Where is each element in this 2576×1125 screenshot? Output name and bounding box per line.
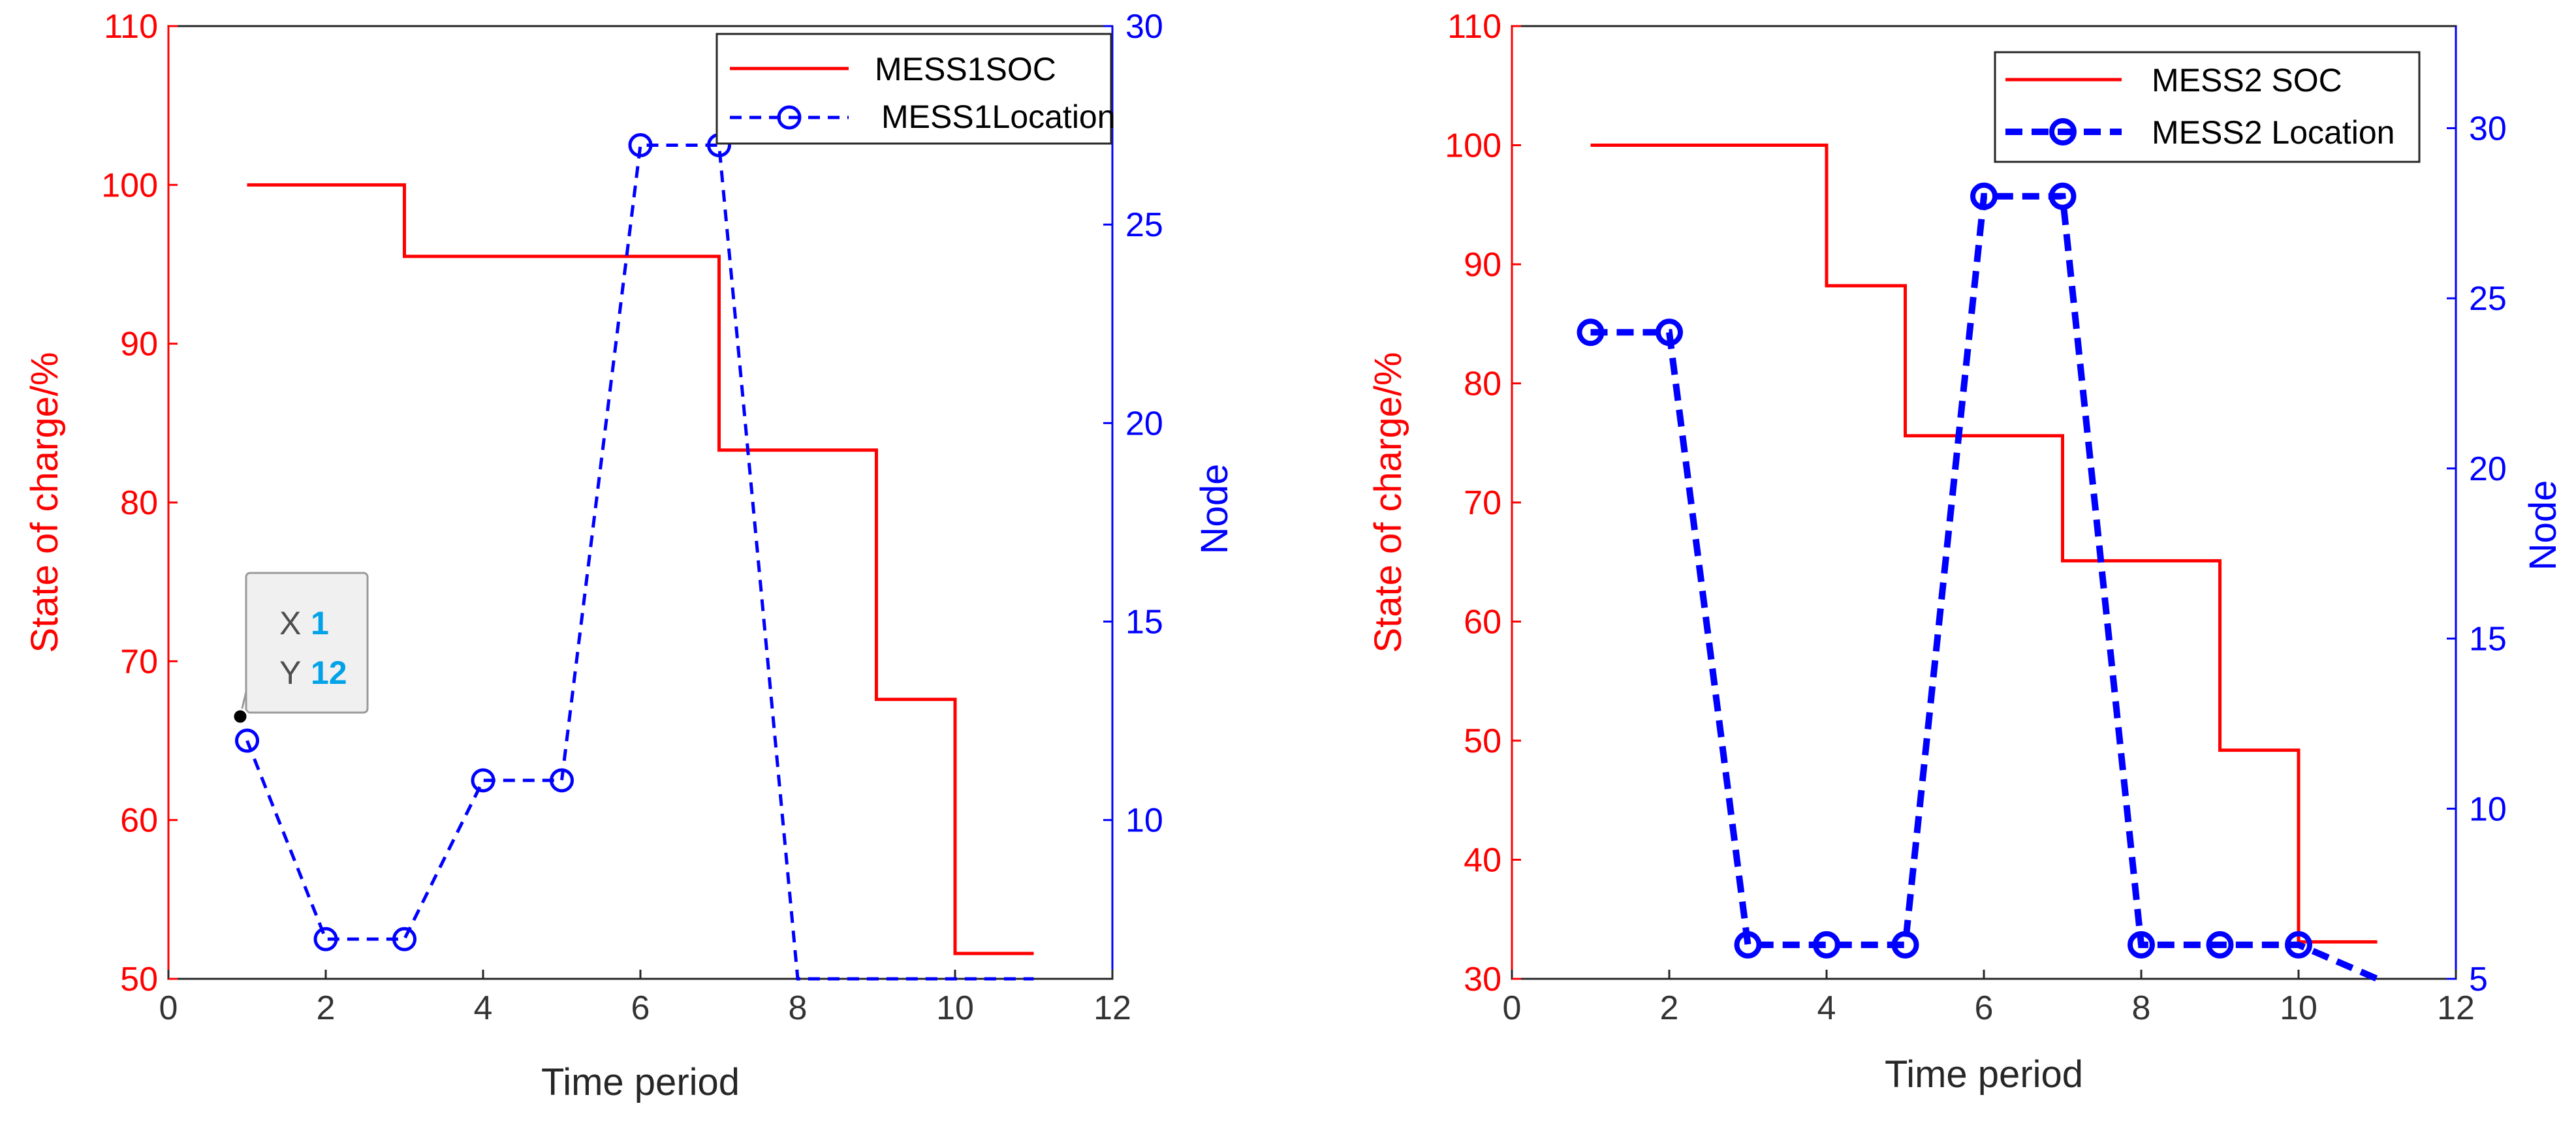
location-marker <box>2285 931 2312 959</box>
left-y-tick-label: 110 <box>104 8 158 46</box>
left-y-tick-label: 70 <box>1464 484 1501 522</box>
left-y-tick-label: 100 <box>1445 127 1501 165</box>
location-marker <box>2206 931 2234 959</box>
data-tip[interactable]: X 1 Y 12 <box>232 572 369 725</box>
legend-soc-label: MESS1SOC <box>875 51 1056 87</box>
data-tip-x-value: 1 <box>311 605 329 641</box>
x-tick-label: 0 <box>1503 989 1522 1027</box>
x-axis-title: Time period <box>1885 1053 2083 1096</box>
left-y-tick-label: 60 <box>120 802 158 840</box>
location-marker <box>550 768 574 793</box>
left-y-axis-title: State of charge/% <box>24 352 66 653</box>
right-y-ticks: 5 10 15 20 25 30 <box>2447 110 2507 998</box>
legend-soc-label: MESS2 SOC <box>2152 62 2342 99</box>
right-y-tick-label: 10 <box>1125 802 1163 840</box>
mess1-location-line <box>245 144 1034 981</box>
left-y-ticks: 50 60 70 80 90 100 110 <box>101 8 178 998</box>
x-tick-label: 4 <box>1817 989 1836 1027</box>
left-y-tick-label: 90 <box>120 326 158 363</box>
left-y-tick-label: 60 <box>1464 604 1501 641</box>
left-y-tick-label: 80 <box>1464 365 1501 403</box>
right-y-tick-label: 10 <box>2469 790 2507 828</box>
left-y-tick-label: 50 <box>1464 722 1501 760</box>
right-y-tick-label: 5 <box>2469 961 2488 998</box>
mess2-location-markers <box>1577 182 2312 959</box>
x-tick-label: 12 <box>2437 989 2475 1027</box>
right-y-ticks: 10 15 20 25 30 <box>1103 8 1163 840</box>
right-y-axis-title: Node <box>1193 464 1236 555</box>
x-tick-label: 10 <box>2280 989 2317 1027</box>
x-tick-label: 6 <box>1975 989 1994 1027</box>
chart-left: 0 2 4 6 8 10 12 50 60 70 80 90 100 110 10 15 20 25 30 Ti… <box>24 8 1236 1103</box>
legend: MESS2 SOC MESS2 Location <box>1994 51 2421 163</box>
location-marker <box>313 927 338 951</box>
location-marker <box>628 133 653 157</box>
location-marker <box>1891 931 1919 959</box>
x-ticks: 0 2 4 6 8 10 12 <box>159 970 1131 1027</box>
left-y-tick-label: 30 <box>1464 961 1501 998</box>
data-tip-y-label: Y <box>279 655 301 691</box>
x-tick-label: 2 <box>317 989 336 1027</box>
left-y-tick-label: 100 <box>101 166 158 204</box>
data-tip-x-label: X <box>279 605 301 641</box>
location-marker <box>471 768 495 793</box>
x-tick-label: 6 <box>631 989 650 1027</box>
right-y-tick-label: 25 <box>1125 206 1163 244</box>
plot-area-left <box>167 25 1114 980</box>
right-y-tick-label: 20 <box>2469 450 2507 488</box>
mess2-location-line <box>1590 193 2379 982</box>
left-y-tick-label: 40 <box>1464 842 1501 880</box>
location-marker <box>392 927 416 951</box>
x-tick-label: 8 <box>2132 989 2151 1027</box>
legend-location-label: MESS2 Location <box>2152 114 2395 151</box>
location-marker <box>1577 318 1605 347</box>
mess1-soc-line <box>247 183 1034 955</box>
right-y-tick-label: 15 <box>2469 621 2507 658</box>
left-y-tick-label: 90 <box>1464 246 1501 284</box>
legend-location-marker <box>2049 118 2077 146</box>
location-marker <box>1656 318 1683 347</box>
right-y-tick-label: 30 <box>1125 8 1163 46</box>
data-tip-anchor-point <box>232 708 249 725</box>
left-y-tick-label: 70 <box>120 643 158 681</box>
x-tick-label: 2 <box>1660 989 1679 1027</box>
x-tick-label: 8 <box>789 989 808 1027</box>
location-marker <box>1813 931 1840 959</box>
location-marker <box>2049 182 2077 210</box>
location-marker <box>1970 182 1998 210</box>
location-marker <box>2128 931 2155 959</box>
mess2-soc-line <box>1590 144 2378 944</box>
x-tick-label: 10 <box>936 989 974 1027</box>
right-y-tick-label: 25 <box>2469 280 2507 318</box>
legend-location-label: MESS1Location <box>881 99 1116 135</box>
x-tick-label: 12 <box>1093 989 1131 1027</box>
legend: MESS1SOC MESS1Location <box>715 33 1116 145</box>
right-y-axis-title: Node <box>2522 480 2564 571</box>
left-y-ticks: 30 40 50 60 70 80 90 100 110 <box>1445 8 1521 998</box>
left-y-tick-label: 110 <box>1447 8 1501 46</box>
left-y-tick-label: 50 <box>120 961 158 998</box>
location-marker <box>1734 931 1762 959</box>
legend-location-marker <box>777 105 802 130</box>
data-tip-y-value: 12 <box>311 655 347 691</box>
left-y-axis-title: State of charge/% <box>1367 352 1409 653</box>
x-axis-title: Time period <box>541 1061 740 1103</box>
chart-right: 0 2 4 6 8 10 12 30 40 50 60 70 80 90 100 110 5 10 15 20 25… <box>1367 8 2564 1096</box>
right-y-tick-label: 20 <box>1125 405 1163 442</box>
x-ticks: 0 2 4 6 8 10 12 <box>1503 970 2475 1027</box>
x-tick-label: 4 <box>474 989 493 1027</box>
right-y-tick-label: 30 <box>2469 110 2507 147</box>
x-tick-label: 0 <box>159 989 178 1027</box>
data-tip-box <box>245 572 369 714</box>
plot-area-right <box>1511 25 2457 980</box>
right-y-tick-label: 15 <box>1125 604 1163 641</box>
left-y-tick-label: 80 <box>120 484 158 522</box>
location-marker <box>235 728 259 753</box>
